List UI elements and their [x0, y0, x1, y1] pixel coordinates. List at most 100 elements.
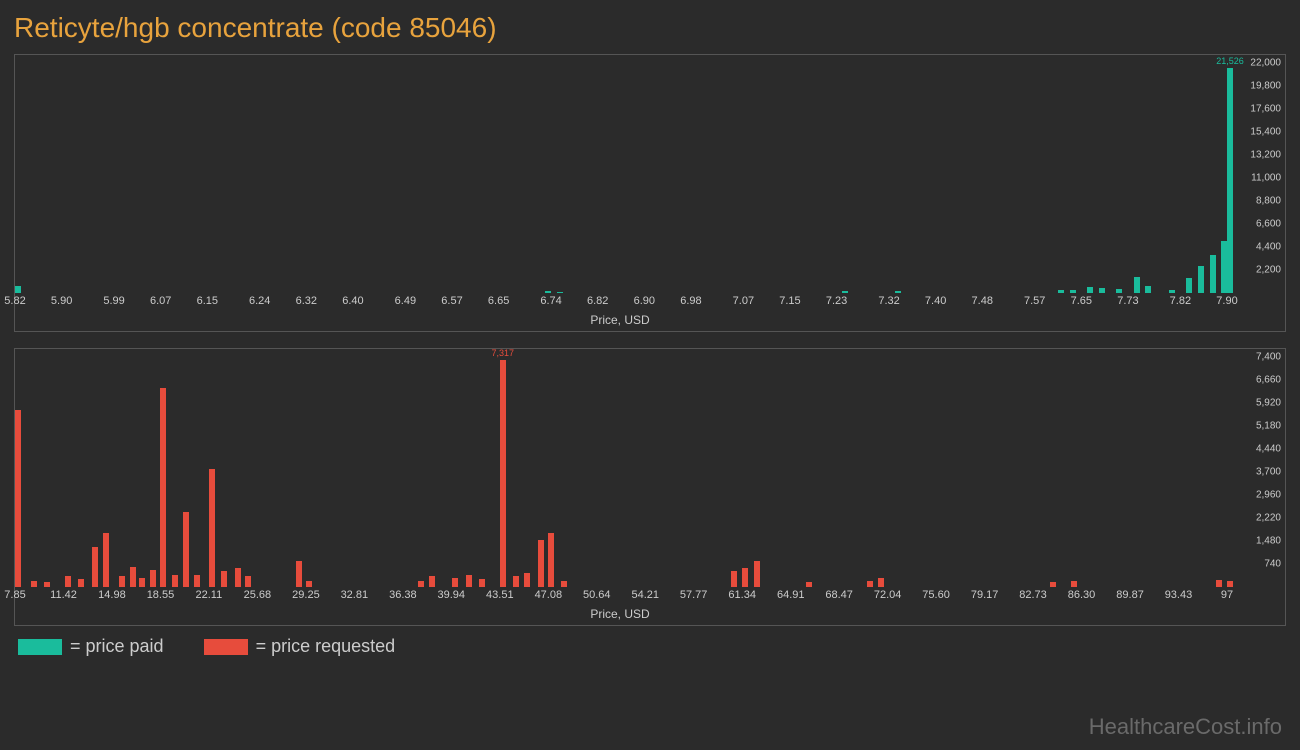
x-tick: 25.68 [244, 589, 272, 601]
bar [15, 410, 21, 587]
x-tick: 14.98 [98, 589, 126, 601]
x-tick: 89.87 [1116, 589, 1144, 601]
x-tick: 6.15 [197, 295, 218, 307]
x-tick: 7.85 [4, 589, 25, 601]
y-tick: 15,400 [1250, 127, 1281, 138]
y-tick: 2,220 [1256, 513, 1281, 524]
chart-title: Reticyte/hgb concentrate (code 85046) [0, 0, 1300, 50]
x-tick: 39.94 [438, 589, 466, 601]
x-tick: 29.25 [292, 589, 320, 601]
legend-label-paid: = price paid [70, 636, 164, 657]
x-axis-ticks-paid: 5.825.905.996.076.156.246.326.406.496.57… [15, 293, 1225, 311]
y-tick: 19,800 [1250, 81, 1281, 92]
max-bar-label: 7,317 [492, 348, 515, 358]
bar [92, 547, 98, 587]
y-tick: 2,200 [1256, 265, 1281, 276]
y-tick: 8,800 [1256, 196, 1281, 207]
x-tick: 7.57 [1024, 295, 1045, 307]
watermark: HealthcareCost.info [1089, 714, 1282, 740]
bar [538, 540, 544, 587]
x-tick: 5.99 [103, 295, 124, 307]
y-tick: 2,960 [1256, 490, 1281, 501]
y-tick: 7,400 [1256, 352, 1281, 363]
x-tick: 61.34 [728, 589, 756, 601]
x-tick: 7.32 [878, 295, 899, 307]
bar [452, 578, 458, 587]
y-tick: 3,700 [1256, 467, 1281, 478]
x-tick: 54.21 [632, 589, 660, 601]
x-tick: 6.74 [540, 295, 561, 307]
bar [754, 561, 760, 587]
x-tick: 6.57 [441, 295, 462, 307]
chart-price-paid: 21,526 22,00019,80017,60015,40013,20011,… [14, 54, 1286, 332]
bar [78, 579, 84, 587]
bar [103, 533, 109, 587]
legend: = price paid = price requested [0, 626, 1300, 667]
y-tick: 4,440 [1256, 444, 1281, 455]
bar [1145, 286, 1151, 293]
bar [500, 360, 506, 587]
bar [524, 573, 530, 587]
y-tick: 11,000 [1251, 173, 1281, 184]
y-tick: 13,200 [1250, 150, 1281, 161]
x-tick: 36.38 [389, 589, 417, 601]
legend-item-requested: = price requested [204, 636, 396, 657]
x-tick: 7.73 [1117, 295, 1138, 307]
plot-area-paid: 21,526 [15, 63, 1225, 293]
x-tick: 6.24 [249, 295, 270, 307]
bar [878, 578, 884, 587]
y-tick: 6,660 [1256, 375, 1281, 386]
y-axis-ticks-requested: 7,4006,6605,9205,1804,4403,7002,9602,220… [1231, 357, 1281, 587]
x-axis-label-requested: Price, USD [15, 607, 1225, 621]
bar [1186, 278, 1192, 293]
bar [65, 576, 71, 587]
x-tick: 7.15 [779, 295, 800, 307]
x-tick: 6.90 [634, 295, 655, 307]
x-tick: 5.82 [4, 295, 25, 307]
x-tick: 11.42 [50, 589, 77, 601]
x-tick: 18.55 [147, 589, 175, 601]
x-tick: 32.81 [341, 589, 369, 601]
bar [119, 576, 125, 587]
y-tick: 4,400 [1256, 242, 1281, 253]
y-tick: 5,180 [1256, 421, 1281, 432]
bar [183, 512, 189, 587]
x-tick: 68.47 [825, 589, 853, 601]
x-tick: 86.30 [1068, 589, 1096, 601]
x-tick: 64.91 [777, 589, 805, 601]
x-tick: 6.49 [395, 295, 416, 307]
y-tick: 740 [1264, 559, 1281, 570]
x-tick: 7.23 [826, 295, 847, 307]
bar [139, 578, 145, 587]
x-tick: 72.04 [874, 589, 902, 601]
bar [221, 571, 227, 587]
x-tick: 93.43 [1165, 589, 1193, 601]
bar [513, 576, 519, 587]
x-tick: 7.07 [733, 295, 754, 307]
bar [429, 576, 435, 587]
chart-price-requested: 7,317 7,400 6,660 5,920 5,180 4,440 3,700 2,96… [14, 348, 1286, 626]
bar [742, 568, 748, 587]
x-tick: 6.98 [680, 295, 701, 307]
x-tick: 7.90 [1216, 295, 1237, 307]
x-tick: 75.60 [922, 589, 950, 601]
bar [194, 575, 200, 587]
y-tick: 6,600 [1256, 219, 1281, 230]
bar [172, 575, 178, 587]
bar [160, 388, 166, 587]
x-tick: 7.48 [972, 295, 993, 307]
x-tick: 6.32 [296, 295, 317, 307]
plot-area-requested: 7,317 [15, 357, 1225, 587]
x-tick: 5.90 [51, 295, 72, 307]
swatch-requested [204, 639, 248, 655]
x-tick: 6.40 [342, 295, 363, 307]
bar [15, 286, 21, 293]
y-tick: 5,920 [1256, 398, 1281, 409]
bar [1216, 580, 1222, 587]
bar [130, 567, 136, 587]
x-axis-label-paid: Price, USD [15, 313, 1225, 327]
bar [235, 568, 241, 587]
bar [296, 561, 302, 587]
bar [466, 575, 472, 587]
y-tick: 17,600 [1250, 104, 1281, 115]
